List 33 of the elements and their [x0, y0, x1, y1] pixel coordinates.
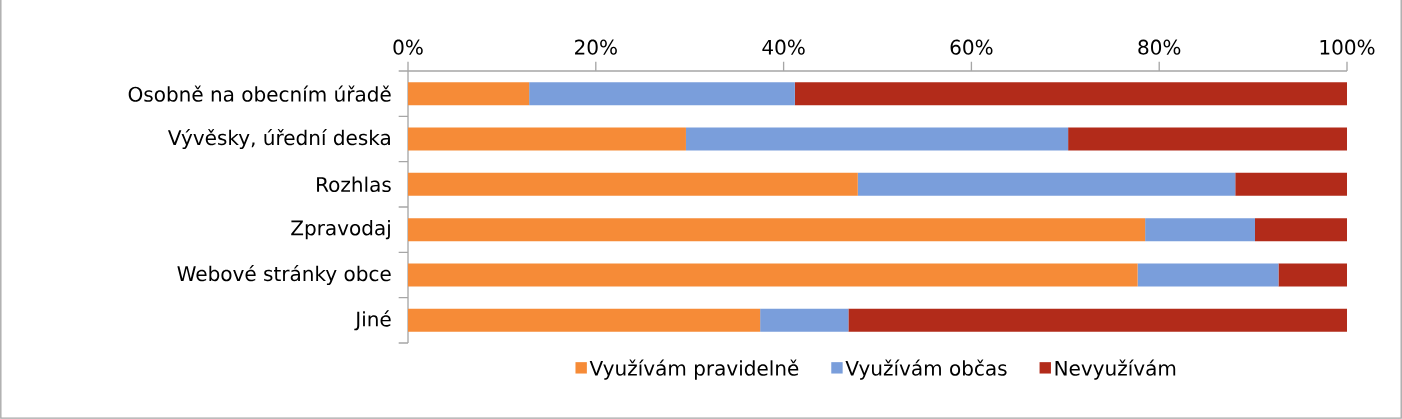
y-tick-label: Zpravodaj	[291, 220, 390, 240]
bar	[408, 127, 686, 151]
y-tick-label: Vývěsky, úřední deska	[167, 128, 390, 150]
bar	[408, 218, 1146, 242]
x-tick-label: 100%	[1320, 39, 1375, 55]
bar	[685, 127, 1069, 151]
x-tick-label: 40%	[762, 39, 805, 55]
bar	[529, 82, 795, 106]
x-tick-label: 80%	[1138, 39, 1181, 55]
y-tick-label: Rozhlas	[317, 176, 391, 193]
bar	[760, 308, 849, 332]
bar	[408, 172, 858, 196]
legend-label: Využívám pravidelně	[589, 359, 799, 380]
bar	[857, 172, 1236, 196]
bar	[1137, 263, 1279, 287]
x-tick-label: 20%	[575, 39, 617, 55]
bar	[1068, 127, 1347, 151]
x-tick-label: 0%	[393, 39, 423, 55]
legend-label: Nevyužívám	[1055, 359, 1176, 380]
y-tick-label: Webové stránky obce	[177, 264, 391, 286]
bar	[1145, 218, 1255, 242]
bar	[1278, 263, 1347, 287]
bar	[408, 263, 1138, 287]
bar	[794, 82, 1347, 106]
bar	[848, 308, 1347, 332]
x-tick-label: 60%	[950, 39, 993, 55]
bar	[408, 82, 530, 106]
bar	[408, 308, 761, 332]
y-tick-label: Osobně na obecním úřadě	[128, 85, 391, 102]
legend-label: Využívám občas	[845, 359, 1007, 380]
y-tick-label: Jiné	[354, 310, 391, 331]
bar	[1254, 218, 1347, 242]
bar	[1235, 172, 1347, 196]
